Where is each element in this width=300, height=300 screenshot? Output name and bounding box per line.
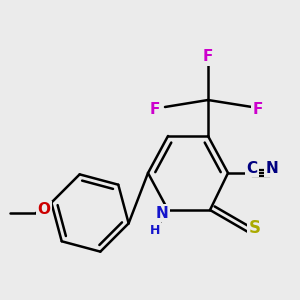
Text: O: O bbox=[38, 202, 50, 217]
Text: N: N bbox=[156, 206, 168, 220]
Text: F: F bbox=[203, 50, 213, 64]
Text: N: N bbox=[266, 160, 278, 175]
Text: F: F bbox=[150, 103, 160, 118]
Text: C: C bbox=[246, 160, 258, 175]
Text: H: H bbox=[150, 224, 160, 236]
Text: F: F bbox=[253, 103, 263, 118]
Text: S: S bbox=[249, 219, 261, 237]
